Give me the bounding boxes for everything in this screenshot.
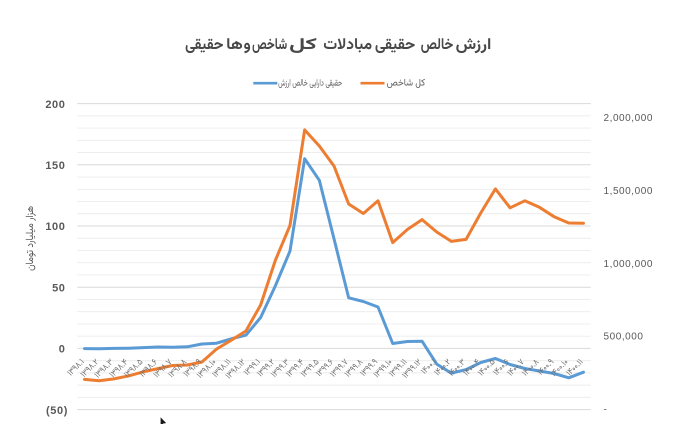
svg-text:1,500,000: 1,500,000 — [604, 186, 653, 197]
svg-text:(50): (50) — [46, 405, 68, 417]
svg-text:2,000,000: 2,000,000 — [604, 113, 653, 124]
svg-text:1,000,000: 1,000,000 — [604, 259, 653, 270]
svg-text:150: 150 — [45, 160, 65, 172]
svg-text:-: - — [604, 405, 608, 416]
svg-text:200: 200 — [45, 99, 65, 111]
svg-text:50: 50 — [52, 282, 65, 294]
svg-text:0: 0 — [59, 344, 66, 356]
svg-text:500,000: 500,000 — [604, 332, 644, 343]
svg-text:100: 100 — [45, 221, 65, 233]
